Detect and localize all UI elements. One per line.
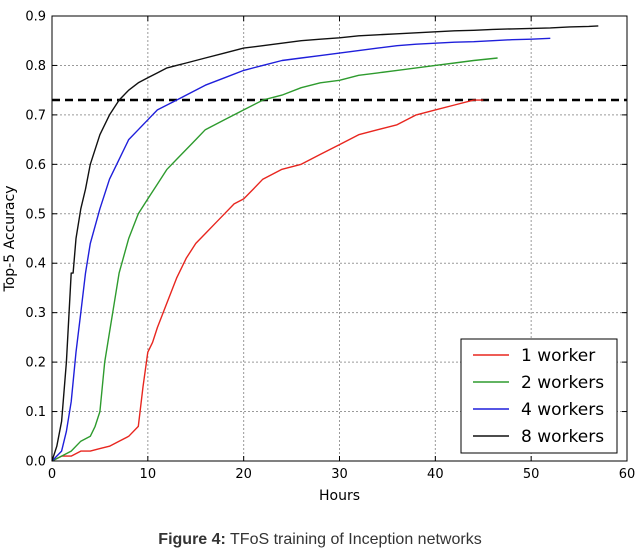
legend-label: 8 workers [521,427,604,447]
y-tick-label: 0.0 [25,455,46,470]
y-tick-label: 0.5 [25,207,46,222]
series-line-2 [51,57,498,462]
y-tick-label: 0.2 [25,356,46,371]
legend-label: 1 worker [521,346,595,366]
x-tick-label: 30 [331,467,348,482]
legend-label: 2 workers [521,373,604,393]
ticks: 0 10 20 30 40 50 60 0.0 0.1 0.2 0.3 0.4 0.5 0.6 0.7 0.8… [25,10,635,483]
series-line-3 [51,37,551,462]
series-line-4 [51,25,599,462]
y-tick-label: 0.7 [25,108,46,123]
legend: 1 worker 2 workers 4 workers 8 workers [460,338,618,454]
y-tick-label: 0.3 [25,306,46,321]
x-tick-label: 10 [140,467,157,482]
figure-caption: Figure 4: TFoS training of Inception net… [0,531,640,549]
y-axis-label: Top-5 Accuracy [2,186,18,293]
y-tick-label: 0.1 [25,405,46,420]
x-tick-label: 50 [523,467,540,482]
x-tick-label: 0 [48,467,56,482]
x-tick-label: 40 [427,467,444,482]
y-tick-label: 0.8 [25,59,46,74]
y-tick-label: 0.6 [25,158,46,173]
line-chart: 0 10 20 30 40 50 60 0.0 0.1 0.2 0.3 0.4 0.5 0.6 0.7 0.8… [2,10,635,505]
x-axis-label: Hours [319,488,360,504]
y-tick-label: 0.9 [25,10,46,25]
caption-text: TFoS training of Inception networks [225,531,482,548]
x-tick-label: 60 [619,467,636,482]
legend-box [460,338,618,454]
y-tick-label: 0.4 [25,257,46,272]
legend-label: 4 workers [521,400,604,420]
x-tick-label: 20 [235,467,252,482]
series-layer [51,25,599,462]
caption-label: Figure 4: [158,531,226,548]
series-line-1 [51,99,484,462]
